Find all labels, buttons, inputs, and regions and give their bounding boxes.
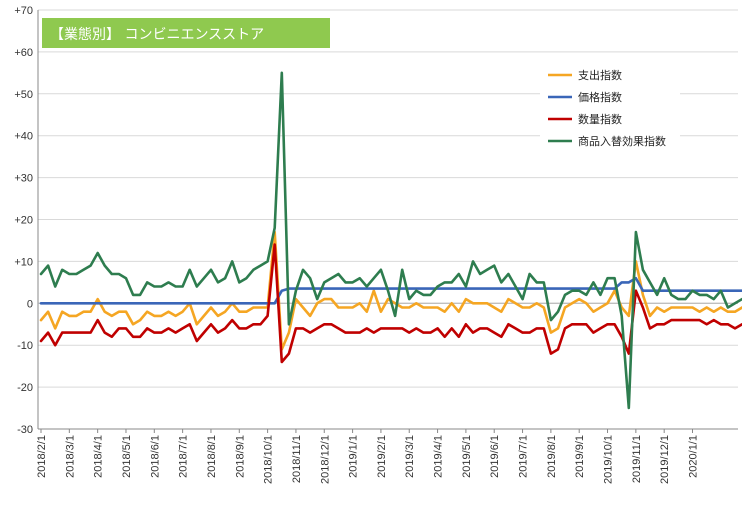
- y-tick-label: -20: [17, 382, 33, 394]
- x-tick-label: 2019/2/1: [376, 435, 388, 478]
- x-tick-label: 2019/8/1: [546, 435, 558, 478]
- x-tick-label: 2019/10/1: [603, 435, 615, 484]
- x-tick-label: 2018/9/1: [234, 435, 246, 478]
- x-tick-label: 2019/4/1: [433, 435, 445, 478]
- x-tick-label: 2018/6/1: [149, 435, 161, 478]
- y-tick-label: +20: [14, 215, 33, 227]
- x-tick-label: 2019/6/1: [489, 435, 501, 478]
- y-tick-label: +50: [14, 89, 33, 101]
- legend-label: 数量指数: [578, 112, 622, 126]
- chart-title-box: 【業態別】 コンビニエンスストア: [42, 18, 330, 48]
- series-line-1: [39, 276, 742, 305]
- y-tick-label: +10: [14, 256, 33, 268]
- chart-title: 【業態別】 コンビニエンスストア: [50, 27, 264, 43]
- y-tick-label: +40: [14, 131, 33, 143]
- legend-label: 商品入替効果指数: [578, 134, 666, 148]
- x-tick-label: 2019/11/1: [631, 435, 643, 483]
- legend-label: 価格指数: [578, 90, 622, 104]
- x-tick-label: 2019/12/1: [659, 435, 671, 484]
- x-tick-label: 2018/7/1: [178, 435, 190, 478]
- x-tick-label: 2019/3/1: [404, 435, 416, 478]
- x-tick-label: 2018/11/1: [291, 435, 303, 483]
- x-tick-label: 2020/1/1: [688, 435, 700, 478]
- x-tick-labels: 2018/2/1 2018/3/1 2018/4/1 2018/5/1 2018/6/1…: [36, 429, 700, 484]
- x-tick-label: 2018/5/1: [121, 435, 133, 478]
- x-tick-label: 2018/2/1: [36, 435, 48, 478]
- x-tick-label: 2019/7/1: [518, 435, 530, 478]
- x-tick-label: 2018/10/1: [263, 435, 275, 484]
- x-tick-label: 2019/9/1: [574, 435, 586, 478]
- y-tick-label: -10: [17, 340, 33, 352]
- x-tick-label: 2018/4/1: [93, 435, 105, 478]
- x-tick-label: 2019/1/1: [348, 435, 360, 478]
- series-lines: [39, 71, 742, 410]
- y-tick-labels: +70 +60 +50 +40 +30 +20 +10 0 -10 -20 -30: [14, 5, 33, 436]
- series-line-3: [39, 71, 742, 410]
- y-tick-label: +30: [14, 173, 33, 185]
- x-tick-label: 2019/5/1: [461, 435, 473, 478]
- x-tick-label: 2018/8/1: [206, 435, 218, 478]
- y-tick-label: 0: [27, 298, 33, 310]
- legend-label: 支出指数: [578, 68, 622, 82]
- x-tick-label: 2018/12/1: [319, 435, 331, 484]
- y-tick-label: +70: [14, 5, 33, 17]
- y-tick-label: +60: [14, 47, 33, 59]
- y-tick-label: -30: [17, 424, 33, 436]
- x-tick-label: 2018/3/1: [64, 435, 76, 478]
- legend-background: [540, 64, 680, 150]
- chart-title-background: [42, 18, 330, 48]
